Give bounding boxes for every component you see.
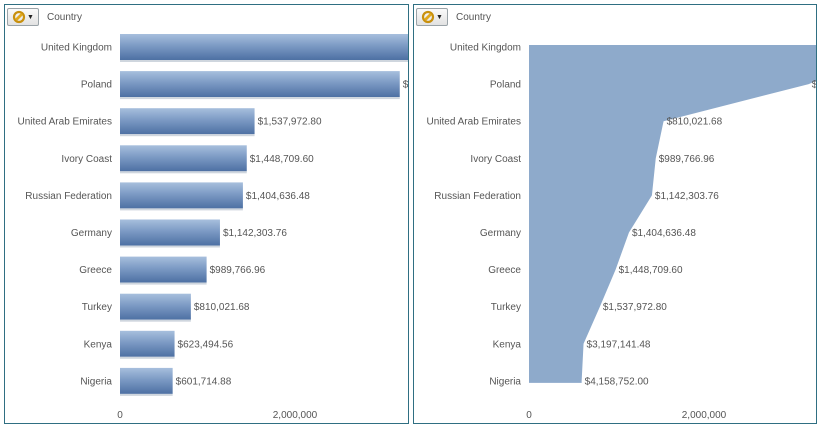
- data-label: $1,537,972.80: [603, 302, 667, 313]
- category-label: Nigeria: [489, 376, 521, 387]
- category-label: Turkey: [82, 302, 112, 313]
- category-label: Germany: [71, 228, 112, 239]
- category-label: Germany: [480, 228, 521, 239]
- bar-shadow: [120, 171, 247, 174]
- data-label: $1,404,636.48: [632, 228, 696, 239]
- bar: [120, 293, 191, 320]
- bar-shadow: [120, 282, 207, 285]
- data-label: $3,197,141.48: [587, 339, 651, 350]
- chart-header: ▼ Country: [7, 7, 82, 27]
- bar: [120, 256, 207, 283]
- area-chart-panel: ▼ Country United Kingdom$601,714.88Polan…: [413, 4, 817, 424]
- x-tick-label: 0: [117, 410, 123, 421]
- bar-shadow: [120, 393, 173, 396]
- category-label: Ivory Coast: [61, 154, 112, 165]
- data-label: $601,714.88: [176, 376, 232, 387]
- bar-shadow: [120, 97, 400, 100]
- x-tick-label: 0: [526, 410, 532, 421]
- chart-menu-button[interactable]: ▼: [7, 8, 39, 26]
- bar: [120, 34, 408, 60]
- data-label: $1,404,636.48: [246, 191, 310, 202]
- x-tick-label: 2,000,000: [682, 410, 727, 421]
- data-label: $1,448,709.60: [250, 154, 314, 165]
- bar-shadow: [120, 134, 255, 137]
- chart-menu-icon: [12, 10, 26, 24]
- category-label: United Arab Emirates: [18, 117, 113, 128]
- bar: [120, 330, 175, 357]
- category-label: United Kingdom: [450, 43, 521, 54]
- x-tick-label: 2,000,000: [273, 410, 318, 421]
- data-label: $810,021.68: [194, 302, 250, 313]
- data-label: $623,494.56: [178, 339, 234, 350]
- chevron-down-icon: ▼: [436, 13, 443, 21]
- category-label: United Arab Emirates: [427, 117, 522, 128]
- chart-menu-button[interactable]: ▼: [416, 8, 448, 26]
- bar: [120, 219, 220, 246]
- data-label: $623,494.56: [812, 80, 816, 91]
- bar: [120, 71, 400, 98]
- category-label: Ivory Coast: [470, 154, 521, 165]
- category-label: United Kingdom: [41, 43, 112, 54]
- chevron-down-icon: ▼: [27, 13, 34, 21]
- bar-shadow: [120, 319, 191, 322]
- category-label: Nigeria: [80, 376, 112, 387]
- category-label: Poland: [81, 80, 112, 91]
- data-label: $1,142,303.76: [223, 228, 287, 239]
- chart-title: Country: [456, 11, 492, 23]
- data-label: $1,537,972.80: [258, 117, 322, 128]
- category-label: Kenya: [84, 339, 113, 350]
- category-label: Greece: [79, 265, 112, 276]
- bar-shadow: [120, 245, 220, 248]
- area-series: [529, 45, 816, 383]
- chart-title: Country: [47, 11, 83, 23]
- bar: [120, 108, 255, 135]
- data-label: $810,021.68: [667, 117, 723, 128]
- category-label: Turkey: [491, 302, 521, 313]
- bar: [120, 145, 247, 172]
- bar-chart: United Kingdom$4,158,752.00Poland$3,197,…: [18, 34, 408, 421]
- data-label: $1,448,709.60: [619, 265, 683, 276]
- category-label: Russian Federation: [25, 191, 112, 202]
- data-label: $3,197,141.48: [403, 80, 408, 91]
- bar: [120, 367, 173, 394]
- data-label: $989,766.96: [659, 154, 715, 165]
- data-label: $1,142,303.76: [655, 191, 719, 202]
- bar-shadow: [120, 356, 175, 359]
- bar-shadow: [120, 208, 243, 211]
- data-label: $989,766.96: [210, 265, 266, 276]
- category-label: Russian Federation: [434, 191, 521, 202]
- bar-shadow: [120, 60, 408, 62]
- area-chart: United Kingdom$601,714.88Poland$623,494.…: [427, 43, 816, 421]
- category-label: Kenya: [493, 339, 522, 350]
- bar: [120, 182, 243, 209]
- category-label: Greece: [488, 265, 521, 276]
- data-label: $4,158,752.00: [585, 376, 649, 387]
- bar-chart-panel: ▼ Country United Kingdom$4,158,752.00Pol…: [4, 4, 409, 424]
- chart-menu-icon: [421, 10, 435, 24]
- chart-header: ▼ Country: [416, 7, 491, 27]
- category-label: Poland: [490, 80, 521, 91]
